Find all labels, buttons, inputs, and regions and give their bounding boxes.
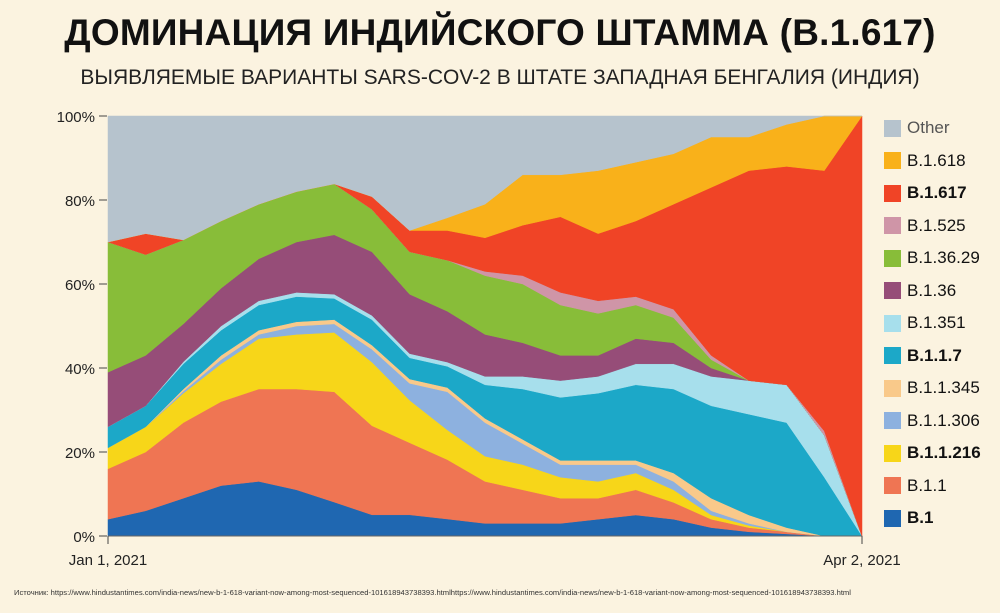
legend-item: B.1.618 xyxy=(884,145,994,178)
y-tick-label: 0% xyxy=(73,529,95,546)
legend-item: B.1.1.7 xyxy=(884,340,994,373)
legend-swatch xyxy=(884,412,901,430)
legend-item: B.1.1.306 xyxy=(884,405,994,438)
legend-swatch xyxy=(884,249,901,267)
legend-swatch xyxy=(884,314,901,332)
legend-label: Other xyxy=(907,118,950,138)
legend-item: B.1.1.216 xyxy=(884,437,994,470)
legend-item: B.1.36 xyxy=(884,275,994,308)
legend-swatch xyxy=(884,444,901,462)
y-tick-label: 80% xyxy=(65,193,95,210)
legend-label: B.1.1.216 xyxy=(907,443,981,463)
legend-label: B.1.618 xyxy=(907,150,966,170)
legend-item: B.1.351 xyxy=(884,307,994,340)
x-tick-label: Apr 2, 2021 xyxy=(823,552,901,569)
legend-swatch xyxy=(884,509,901,527)
legend-label: B.1.1.345 xyxy=(907,378,980,398)
chart-subtitle: ВЫЯВЛЯЕМЫЕ ВАРИАНТЫ SARS-COV-2 В ШТАТЕ З… xyxy=(80,66,920,89)
legend-label: B.1.36 xyxy=(907,280,957,300)
legend-item: B.1 xyxy=(884,502,994,535)
legend-label: B.1.525 xyxy=(907,215,966,235)
source-note: Источник: https://www.hindustantimes.com… xyxy=(14,588,851,597)
legend-swatch xyxy=(884,184,901,202)
legend-item: B.1.1.345 xyxy=(884,372,994,405)
legend-label: B.1.1.306 xyxy=(907,410,980,430)
legend-label: B.1.351 xyxy=(907,313,966,333)
y-tick-label: 100% xyxy=(57,109,95,126)
legend-label: B.1 xyxy=(907,508,934,528)
legend-item: Other xyxy=(884,112,994,145)
chart-title: ДОМИНАЦИЯ ИНДИЙСКОГО ШТАММА (B.1.617) xyxy=(64,12,936,53)
legend-item: B.1.525 xyxy=(884,210,994,243)
y-tick-label: 20% xyxy=(65,445,95,462)
legend-item: B.1.617 xyxy=(884,177,994,210)
legend-swatch xyxy=(884,347,901,365)
y-tick-label: 60% xyxy=(65,277,95,294)
legend-label: B.1.1 xyxy=(907,475,947,495)
legend-swatch xyxy=(884,119,901,137)
x-tick-label: Jan 1, 2021 xyxy=(69,552,147,569)
legend-swatch xyxy=(884,282,901,300)
legend-item: B.1.1 xyxy=(884,470,994,503)
legend-swatch xyxy=(884,152,901,170)
legend-swatch xyxy=(884,477,901,495)
legend-swatch xyxy=(884,379,901,397)
area-other xyxy=(107,115,862,243)
legend-swatch xyxy=(884,217,901,235)
legend-label: B.1.1.7 xyxy=(907,345,962,365)
legend-item: B.1.36.29 xyxy=(884,242,994,275)
y-tick-label: 40% xyxy=(65,361,95,378)
legend-label: B.1.617 xyxy=(907,183,967,203)
chart-legend: Other B.1.618 B.1.617 B.1.525 B.1.36.29 B.1.3… xyxy=(884,112,994,535)
legend-label: B.1.36.29 xyxy=(907,248,980,268)
